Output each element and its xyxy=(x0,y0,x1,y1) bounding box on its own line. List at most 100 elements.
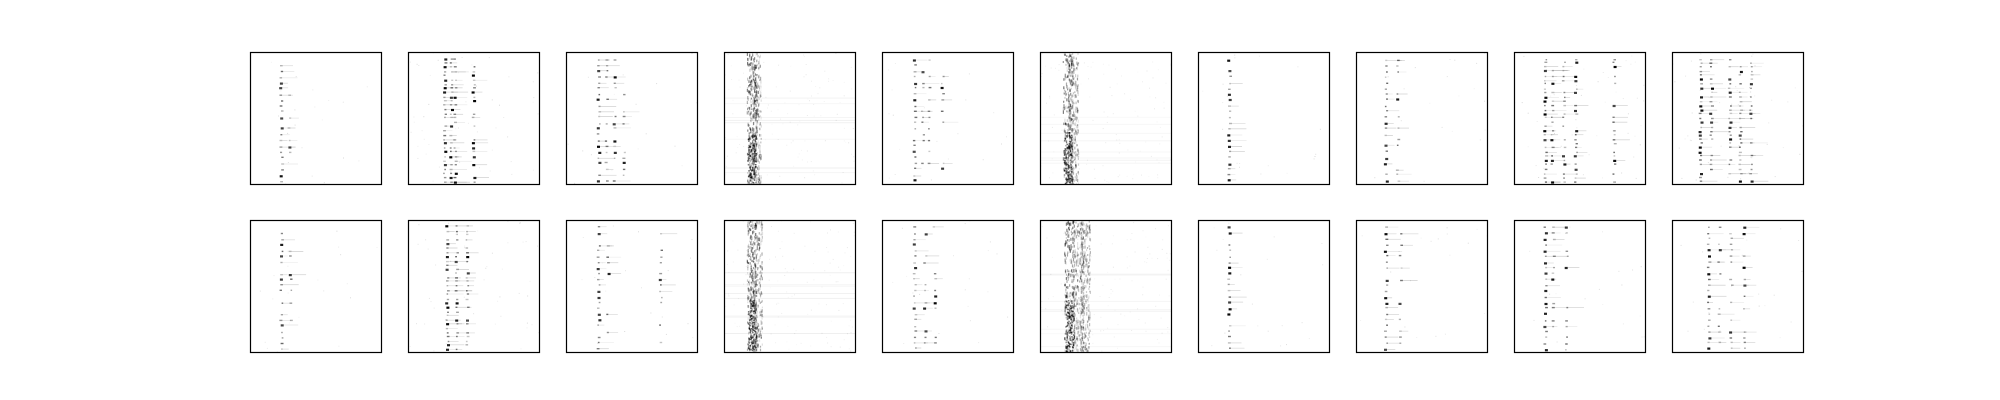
pixel-mark xyxy=(934,295,938,298)
panel-frame xyxy=(1513,51,1647,186)
pixel-mark xyxy=(1088,346,1090,350)
pixel-mark xyxy=(1544,96,1548,99)
noise-mark xyxy=(1602,177,1603,179)
noise-mark xyxy=(503,117,505,118)
noise-mark xyxy=(1441,126,1443,128)
trail-mark xyxy=(1578,130,1587,132)
pixel-mark xyxy=(759,153,761,156)
trail-mark xyxy=(1547,285,1560,287)
pixel-mark xyxy=(750,281,752,284)
pixel-mark xyxy=(1071,122,1073,127)
pixel-mark xyxy=(1082,294,1084,298)
noise-mark xyxy=(1126,239,1128,241)
noise-mark xyxy=(1092,119,1094,121)
noise-mark xyxy=(1058,64,1060,66)
pixel-mark xyxy=(1083,311,1085,315)
pixel-mark xyxy=(1749,109,1752,111)
pixel-mark xyxy=(760,274,762,279)
pixel-mark xyxy=(749,53,751,57)
pixel-mark xyxy=(1076,260,1078,264)
pixel-mark xyxy=(446,252,449,254)
pixel-mark xyxy=(599,123,601,125)
pixel-mark xyxy=(755,65,757,69)
panel-image xyxy=(1514,52,1645,185)
pixel-mark xyxy=(755,327,757,329)
pixel-mark xyxy=(1065,271,1067,274)
pixel-mark xyxy=(1086,308,1088,312)
pixel-mark xyxy=(756,289,758,292)
pixel-mark xyxy=(1072,220,1074,224)
noise-mark xyxy=(1127,149,1129,151)
noise-mark xyxy=(1169,259,1171,261)
noise-mark xyxy=(1222,128,1224,130)
pixel-mark xyxy=(750,85,752,90)
pixel-mark xyxy=(1081,335,1083,339)
noise-mark xyxy=(1643,336,1645,338)
pixel-mark xyxy=(1080,299,1082,302)
pixel-mark xyxy=(755,337,757,340)
pixel-mark xyxy=(1574,104,1578,107)
noise-mark xyxy=(733,304,735,306)
pixel-mark xyxy=(760,337,762,339)
pixel-mark xyxy=(1075,130,1077,134)
pixel-mark xyxy=(1086,281,1088,285)
pixel-mark xyxy=(443,91,447,94)
pixel-mark xyxy=(1699,138,1702,140)
pixel-mark xyxy=(1069,158,1072,162)
pixel-mark xyxy=(446,230,450,233)
noise-mark xyxy=(301,147,303,149)
noise-mark xyxy=(1535,165,1537,167)
noise-mark xyxy=(445,302,447,304)
pixel-mark xyxy=(1072,99,1074,102)
pixel-mark xyxy=(1396,93,1399,95)
pixel-mark xyxy=(759,79,762,81)
pixel-mark xyxy=(1613,159,1617,162)
noise-mark xyxy=(1156,338,1158,340)
noise-mark xyxy=(987,250,989,252)
trail-mark xyxy=(1402,233,1419,235)
pixel-mark xyxy=(753,260,755,263)
pixel-mark xyxy=(748,135,750,139)
pixel-mark xyxy=(748,111,750,115)
pixel-mark xyxy=(748,159,750,161)
pixel-mark xyxy=(754,177,756,179)
pixel-mark xyxy=(1071,178,1073,182)
pixel-mark xyxy=(1083,312,1086,316)
streak-mark xyxy=(1040,140,1172,142)
pixel-mark xyxy=(760,313,762,316)
noise-mark xyxy=(1089,252,1091,254)
pixel-mark xyxy=(758,178,761,182)
pixel-mark xyxy=(1079,262,1082,266)
trail-mark xyxy=(922,110,933,112)
pixel-mark xyxy=(752,134,754,138)
pixel-mark xyxy=(453,116,457,119)
pixel-mark xyxy=(1074,305,1077,308)
pixel-mark xyxy=(1699,117,1702,120)
pixel-mark xyxy=(289,255,292,257)
panel-image xyxy=(888,59,1007,182)
pixel-mark xyxy=(1080,319,1082,323)
pixel-mark xyxy=(1068,94,1070,97)
pixel-mark xyxy=(449,147,452,149)
pixel-mark xyxy=(1070,331,1073,334)
pixel-mark xyxy=(1077,99,1079,103)
pixel-mark xyxy=(1069,326,1072,328)
pixel-mark xyxy=(1080,266,1083,271)
pixel-mark xyxy=(1077,155,1079,158)
pixel-mark xyxy=(752,287,754,290)
pixel-mark xyxy=(1228,105,1231,107)
pixel-mark xyxy=(921,162,924,165)
pixel-mark xyxy=(1068,247,1071,251)
pixel-mark xyxy=(1068,87,1070,90)
noise-mark xyxy=(510,161,512,163)
pixel-mark xyxy=(1228,301,1232,304)
pixel-mark xyxy=(288,250,292,253)
panel-image xyxy=(259,230,378,353)
pixel-mark xyxy=(1070,150,1072,152)
noise-mark xyxy=(1476,62,1478,64)
pixel-mark xyxy=(757,267,759,271)
noise-mark xyxy=(1166,257,1168,259)
pixel-mark xyxy=(1068,272,1070,276)
pixel-mark xyxy=(1077,74,1079,78)
pixel-mark xyxy=(1399,330,1402,332)
